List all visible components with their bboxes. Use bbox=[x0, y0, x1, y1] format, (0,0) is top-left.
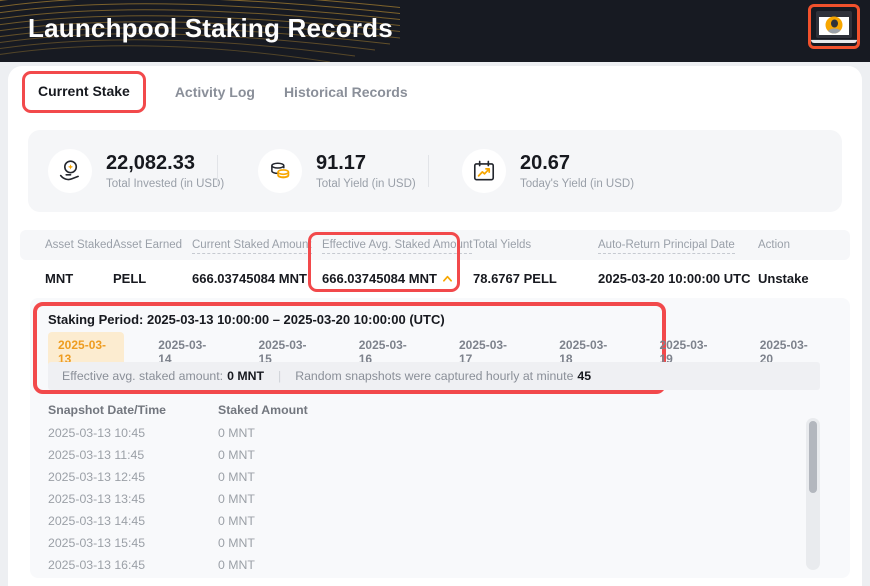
snapshot-scrollbar-thumb[interactable] bbox=[809, 421, 817, 493]
cell-total-yields: 78.6767 PELL bbox=[473, 270, 557, 286]
col-asset-staked: Asset Staked bbox=[45, 239, 113, 251]
tab-current-stake[interactable]: Current Stake bbox=[38, 83, 130, 99]
snapshot-datetime: 2025-03-13 12:45 bbox=[48, 470, 146, 484]
snapshot-amount: 0 MNT bbox=[218, 536, 255, 550]
snapshot-scrollbar-track[interactable] bbox=[806, 418, 820, 570]
cell-auto-return: 2025-03-20 10:00:00 UTC bbox=[598, 270, 751, 286]
snapshot-row: 2025-03-13 12:45 0 MNT bbox=[48, 466, 808, 488]
snapshot-datetime: 2025-03-13 15:45 bbox=[48, 536, 146, 550]
staking-detail-panel: Staking Period: 2025-03-13 10:00:00 – 20… bbox=[30, 298, 850, 578]
top-bar: Launchpool Staking Records bbox=[0, 0, 870, 62]
avg-value: 0 MNT bbox=[227, 369, 264, 383]
laptop-base bbox=[811, 38, 857, 43]
total-yield-label: Total Yield (in USD) bbox=[316, 178, 416, 190]
col-total-yields: Total Yields bbox=[473, 239, 532, 251]
stat-todays-yield: 20.67 Today's Yield (in USD) bbox=[462, 130, 634, 212]
annotation-box-current-stake: Current Stake bbox=[22, 71, 146, 113]
coin-stack-icon bbox=[258, 149, 302, 193]
cell-current-staked: 666.03745084 MNT bbox=[192, 270, 307, 286]
chevron-up-icon bbox=[442, 275, 452, 282]
snapshot-table: Snapshot Date/Time Staked Amount 2025-03… bbox=[48, 398, 808, 576]
user-avatar bbox=[825, 16, 843, 34]
todays-yield-value: 20.67 bbox=[520, 152, 571, 174]
laptop-screen bbox=[816, 10, 852, 38]
todays-yield-label: Today's Yield (in USD) bbox=[520, 178, 635, 190]
snapshot-row: 2025-03-13 10:45 0 MNT bbox=[48, 422, 808, 444]
snapshot-note: Random snapshots were captured hourly at… bbox=[295, 369, 574, 383]
snapshot-datetime: 2025-03-13 14:45 bbox=[48, 514, 146, 528]
stake-row: MNT PELL 666.03745084 MNT 666.03745084 M… bbox=[20, 260, 850, 296]
snapshot-amount: 0 MNT bbox=[218, 514, 255, 528]
total-invested-label: Total Invested (in USD) bbox=[106, 178, 225, 190]
col-snapshot-datetime: Snapshot Date/Time bbox=[48, 403, 166, 417]
col-staked-amount: Staked Amount bbox=[218, 403, 308, 417]
tab-activity-log[interactable]: Activity Log bbox=[174, 84, 255, 100]
snapshot-datetime: 2025-03-13 10:45 bbox=[48, 426, 146, 440]
hand-coin-icon bbox=[48, 149, 92, 193]
stake-table: Asset Staked Asset Earned Current Staked… bbox=[20, 230, 850, 296]
divider bbox=[217, 155, 218, 187]
snapshot-amount: 0 MNT bbox=[218, 426, 255, 440]
snapshot-amount: 0 MNT bbox=[218, 558, 255, 572]
page-title: Launchpool Staking Records bbox=[28, 13, 393, 43]
cell-asset-staked: MNT bbox=[45, 270, 74, 286]
col-auto-return: Auto-Return Principal Date bbox=[598, 239, 758, 254]
snapshot-note-value: 45 bbox=[577, 369, 592, 383]
divider bbox=[428, 155, 429, 187]
snapshot-row: 2025-03-13 13:45 0 MNT bbox=[48, 488, 808, 510]
snapshot-datetime: 2025-03-13 13:45 bbox=[48, 492, 146, 506]
cell-asset-earned: PELL bbox=[113, 270, 147, 286]
col-asset-earned: Asset Earned bbox=[113, 239, 183, 251]
snapshot-amount: 0 MNT bbox=[218, 448, 255, 462]
snapshot-datetime: 2025-03-13 11:45 bbox=[48, 448, 145, 462]
snapshot-row: 2025-03-13 11:45 0 MNT bbox=[48, 444, 808, 466]
calendar-trend-icon bbox=[462, 149, 506, 193]
effective-avg-summary-bar: Effective avg. staked amount: 0 MNT | Ra… bbox=[48, 362, 820, 390]
avg-label: Effective avg. staked amount: bbox=[62, 369, 224, 383]
main-card: Current Stake Activity Log Historical Re… bbox=[8, 66, 862, 586]
effective-avg-toggle[interactable]: 666.03745084 MNT bbox=[322, 271, 473, 286]
snapshot-row: 2025-03-13 16:45 0 MNT bbox=[48, 554, 808, 576]
total-yield-value: 91.17 bbox=[316, 152, 367, 174]
col-current-staked: Current Staked Amount bbox=[192, 239, 322, 254]
total-invested-value: 22,082.33 bbox=[106, 152, 195, 174]
tab-historical-records[interactable]: Historical Records bbox=[283, 84, 408, 100]
col-action: Action bbox=[758, 239, 790, 251]
staking-period-title: Staking Period: 2025-03-13 10:00:00 – 20… bbox=[48, 312, 445, 327]
snapshot-table-header: Snapshot Date/Time Staked Amount bbox=[48, 398, 808, 422]
divider: | bbox=[278, 369, 282, 383]
snapshot-amount: 0 MNT bbox=[218, 492, 255, 506]
tab-bar: Current Stake Activity Log Historical Re… bbox=[8, 66, 862, 118]
stake-table-header: Asset Staked Asset Earned Current Staked… bbox=[20, 230, 850, 260]
stat-total-invested: 22,082.33 Total Invested (in USD) bbox=[48, 130, 224, 212]
snapshot-datetime: 2025-03-13 16:45 bbox=[48, 558, 146, 572]
snapshot-row: 2025-03-13 14:45 0 MNT bbox=[48, 510, 808, 532]
col-effective-avg: Effective Avg. Staked Amount bbox=[322, 239, 473, 254]
summary-stats-panel: 22,082.33 Total Invested (in USD) 91.17 … bbox=[28, 130, 842, 212]
user-laptop-icon[interactable] bbox=[808, 4, 860, 49]
snapshot-amount: 0 MNT bbox=[218, 470, 255, 484]
snapshot-row: 2025-03-13 15:45 0 MNT bbox=[48, 532, 808, 554]
unstake-button[interactable]: Unstake bbox=[758, 270, 809, 286]
stat-total-yield: 91.17 Total Yield (in USD) bbox=[258, 130, 416, 212]
